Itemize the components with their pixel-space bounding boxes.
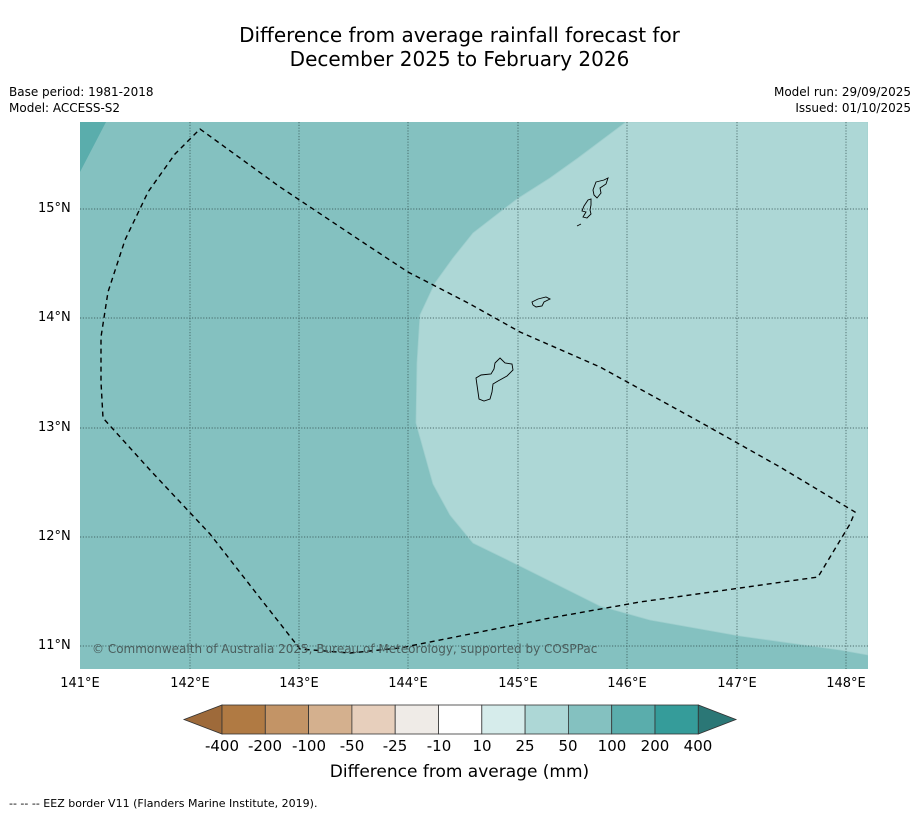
colorbar-label: -10 <box>426 737 452 755</box>
colorbar-segment <box>264 704 310 735</box>
colorbar-segment <box>438 704 483 735</box>
colorbar-segment <box>524 704 569 735</box>
saipan-island <box>592 177 609 199</box>
lon-tick-141: 141°E <box>60 676 100 691</box>
issued-text: Issued: 01/10/2025 <box>795 101 911 115</box>
meta-right: Model run: 29/09/2025 Issued: 01/10/2025 <box>774 84 911 116</box>
colorbar-label: -100 <box>291 737 327 755</box>
lat-tick-13: 13°N <box>38 420 71 435</box>
lon-tick-143: 143°E <box>279 676 319 691</box>
model-run-text: Model run: 29/09/2025 <box>773 85 911 99</box>
colorbar-segment <box>567 704 613 735</box>
colorbar-label: 10 <box>472 737 492 755</box>
lat-tick-14: 14°N <box>38 310 71 325</box>
colorbar <box>182 704 738 735</box>
islands <box>475 177 609 402</box>
lat-tick-11: 11°N <box>38 638 71 653</box>
colorbar-segment <box>654 704 699 735</box>
colorbar-label: -200 <box>247 737 283 755</box>
lat-tick-12: 12°N <box>38 529 71 544</box>
colorbar-label: 50 <box>558 737 578 755</box>
meta-left: Base period: 1981-2018 Model: ACCESS-S2 <box>9 84 154 116</box>
colorbar-segment <box>394 704 439 735</box>
lon-tick-148: 148°E <box>826 676 866 691</box>
colorbar-segment <box>221 704 266 735</box>
region-25-50mm <box>415 122 868 656</box>
guam-island <box>475 357 514 402</box>
colorbar-title: Difference from average (mm) <box>329 762 590 782</box>
colorbar-label: 200 <box>640 737 670 755</box>
map-title-line-1: Difference from average rainfall forecas… <box>239 23 680 47</box>
colorbar-label: 100 <box>597 737 627 755</box>
colorbar-segment <box>351 704 396 735</box>
rainfall-map: © Commonwealth of Australia 2025, Bureau… <box>80 122 868 669</box>
rota-island <box>531 296 552 308</box>
lat-tick-15: 15°N <box>38 201 71 216</box>
model-text: Model: ACCESS-S2 <box>9 101 121 115</box>
lon-tick-147: 147°E <box>717 676 757 691</box>
colorbar-label: 25 <box>515 737 535 755</box>
map-title-line-2: December 2025 to February 2026 <box>289 47 630 71</box>
colorbar-segment <box>481 704 526 735</box>
eez-border <box>100 128 856 654</box>
colorbar-min-arrow <box>182 704 223 735</box>
colorbar-segment <box>308 704 353 735</box>
colorbar-segment <box>611 704 656 735</box>
colorbar-max-arrow <box>697 704 738 735</box>
copyright-text: © Commonwealth of Australia 2025, Bureau… <box>92 642 597 656</box>
lon-tick-146: 146°E <box>607 676 647 691</box>
lon-tick-144: 144°E <box>388 676 428 691</box>
aguijan-island <box>576 223 582 227</box>
colorbar-label: -50 <box>339 737 365 755</box>
lon-tick-142: 142°E <box>170 676 210 691</box>
colorbar-label: 400 <box>683 737 713 755</box>
colorbar-label: -25 <box>382 737 408 755</box>
base-period-text: Base period: 1981-2018 <box>9 85 154 99</box>
region-100-200mm <box>80 122 106 172</box>
tinian-island <box>581 198 592 219</box>
eez-footnote: -- -- -- EEZ border V11 (Flanders Marine… <box>9 797 318 810</box>
lon-tick-145: 145°E <box>498 676 538 691</box>
colorbar-label: -400 <box>204 737 240 755</box>
